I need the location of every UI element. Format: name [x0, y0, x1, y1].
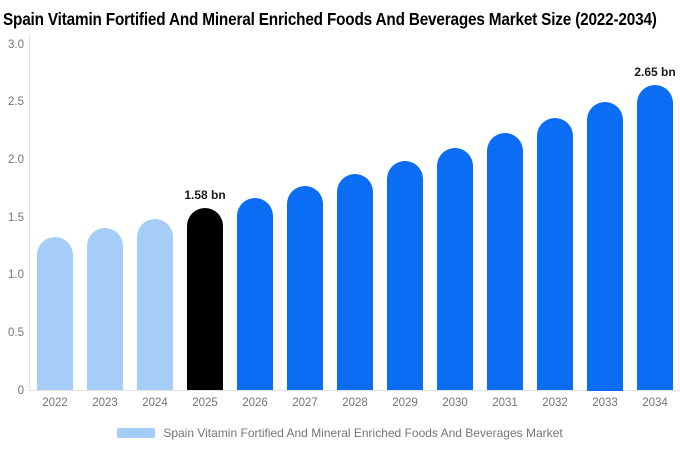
y-axis-line — [29, 34, 30, 391]
y-axis-tick-label: 0 — [17, 384, 24, 397]
x-axis-tick-label: 2026 — [242, 397, 268, 409]
y-axis-tick-label: 1.0 — [8, 269, 24, 282]
legend-swatch — [117, 428, 156, 438]
bar-2024 — [137, 218, 173, 391]
x-axis-tick-label: 2024 — [142, 397, 168, 409]
y-axis-tick-label: 1.5 — [8, 211, 24, 224]
bar-2028 — [337, 173, 373, 391]
bar-2026 — [237, 197, 273, 391]
x-axis-tick-label: 2022 — [42, 397, 68, 409]
bar-2027 — [287, 186, 323, 391]
bar-2029 — [387, 161, 423, 391]
bar-2031 — [487, 133, 523, 391]
y-axis-tick-label: 0.5 — [8, 326, 24, 339]
legend-label: Spain Vitamin Fortified And Mineral Enri… — [163, 426, 563, 440]
bar-2025 — [187, 208, 223, 391]
x-axis-tick-label: 2033 — [592, 397, 618, 409]
bar-2034 — [637, 84, 673, 391]
legend: Spain Vitamin Fortified And Mineral Enri… — [0, 426, 680, 440]
x-axis-tick-label: 2028 — [342, 397, 368, 409]
x-axis-tick-label: 2029 — [392, 397, 418, 409]
x-axis-tick-label: 2025 — [192, 397, 218, 409]
x-axis-tick-label: 2032 — [542, 397, 568, 409]
y-axis-tick-label: 2.5 — [8, 96, 24, 109]
bar-2032 — [537, 118, 573, 391]
x-axis-tick-label: 2034 — [642, 397, 668, 409]
bar-value-label-2034: 2.65 bn — [634, 64, 676, 79]
bar-2022 — [37, 237, 73, 391]
bar-value-label-2025: 1.58 bn — [184, 188, 226, 203]
x-axis-tick-label: 2030 — [442, 397, 468, 409]
chart-title: Spain Vitamin Fortified And Mineral Enri… — [3, 9, 657, 29]
x-axis-tick-label: 2031 — [492, 397, 518, 409]
x-axis-tick-label: 2023 — [92, 397, 118, 409]
y-axis-tick-label: 3.0 — [8, 38, 24, 51]
bar-2023 — [87, 227, 123, 391]
y-axis-tick-label: 2.0 — [8, 153, 24, 166]
x-axis-line — [29, 390, 680, 391]
x-axis-tick-label: 2027 — [292, 397, 318, 409]
bar-2030 — [437, 148, 473, 391]
bar-2033 — [587, 102, 623, 391]
